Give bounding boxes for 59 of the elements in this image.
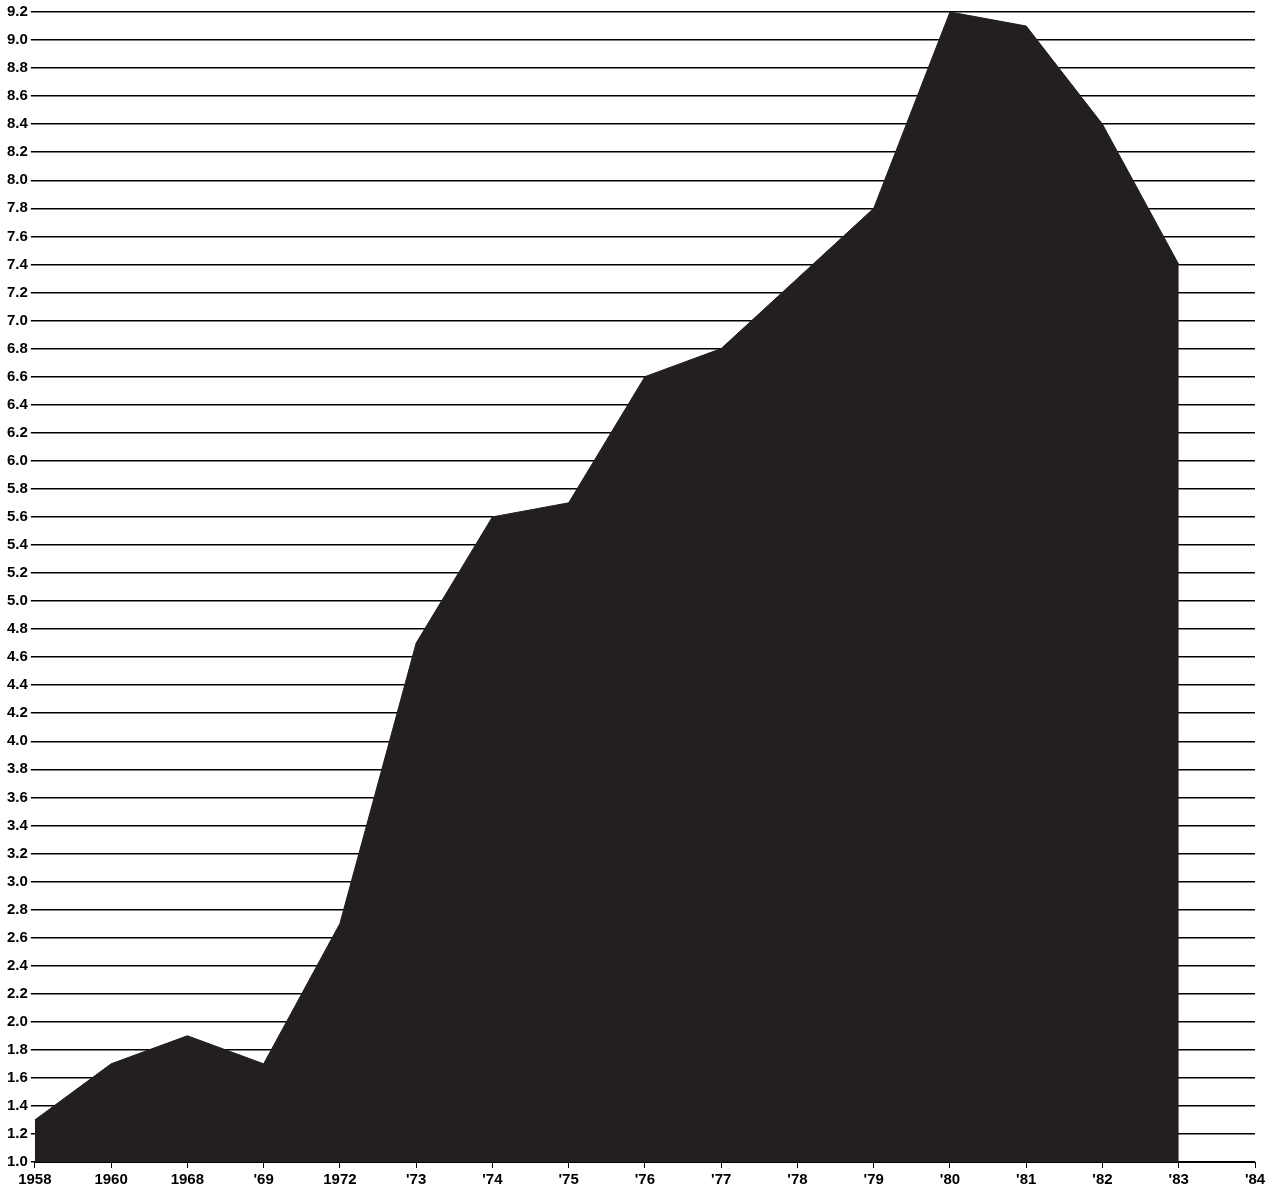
y-tick-label: 8.4 [6,114,29,132]
y-tick-label: 3.8 [6,759,28,777]
x-tick-label: '78 [787,1170,808,1188]
x-tick-label: 1960 [94,1170,128,1188]
y-tick-label: 5.6 [6,507,28,525]
x-tick-label: 1968 [170,1170,205,1188]
x-tick-label: '81 [1016,1170,1037,1188]
y-tick-label: 7.2 [6,282,28,300]
y-tick-label: 8.8 [6,58,28,76]
y-tick-label: 1.0 [6,1152,28,1170]
x-tick-label: '77 [711,1170,732,1188]
y-tick-label: 8.2 [6,142,28,160]
y-tick-label: 8.6 [6,86,28,104]
y-tick-label: 4.0 [6,731,28,749]
y-tick-label: 3.2 [6,843,28,861]
x-tick-label: 1972 [323,1170,357,1188]
y-tick-label: 2.2 [6,983,28,1001]
x-tick-label: '80 [939,1170,961,1188]
y-tick-label: 4.4 [6,675,29,693]
x-tick-label: '73 [406,1170,427,1188]
y-tick-label: 5.4 [6,535,29,553]
x-tick-label: '79 [863,1170,884,1188]
y-tick-label: 9.2 [6,2,28,20]
y-tick-label: 9.0 [6,30,28,48]
y-tick-label: 7.0 [6,310,28,328]
y-tick-label: 2.6 [6,927,28,945]
y-tick-label: 8.0 [6,170,28,188]
y-tick-label: 5.0 [6,591,28,609]
x-tick-label: '69 [253,1170,274,1188]
y-tick-label: 6.2 [6,422,28,440]
y-tick-label: 5.2 [6,563,28,581]
y-tick-label: 6.8 [6,338,28,356]
y-tick-label: 6.0 [6,450,28,468]
y-tick-label: 1.2 [6,1124,28,1142]
y-tick-label: 6.4 [6,394,29,412]
y-tick-label: 7.8 [6,198,28,216]
x-tick-label: '74 [482,1170,504,1188]
y-tick-label: 3.4 [6,815,29,833]
y-tick-label: 6.6 [6,366,28,384]
y-tick-label: 4.2 [6,703,28,721]
y-tick-label: 4.6 [6,647,28,665]
x-tick-label: '76 [634,1170,656,1188]
x-tick-label: 1958 [18,1170,52,1188]
y-tick-label: 1.8 [6,1039,28,1057]
y-tick-label: 7.4 [6,254,29,272]
y-tick-label: 4.8 [6,619,28,637]
y-tick-label: 2.4 [6,955,29,973]
y-tick-label: 7.6 [6,226,28,244]
y-tick-label: 1.4 [6,1096,29,1114]
x-tick-label: '84 [1244,1170,1266,1188]
x-tick-label: '82 [1092,1170,1113,1188]
y-tick-label: 2.0 [6,1011,28,1029]
y-tick-label: 3.0 [6,871,28,889]
y-tick-label: 3.6 [6,787,28,805]
y-tick-label: 1.6 [6,1067,28,1085]
x-tick-label: '75 [558,1170,579,1188]
x-tick-label: '83 [1168,1170,1189,1188]
y-tick-label: 2.8 [6,899,28,917]
y-tick-label: 5.8 [6,478,28,496]
